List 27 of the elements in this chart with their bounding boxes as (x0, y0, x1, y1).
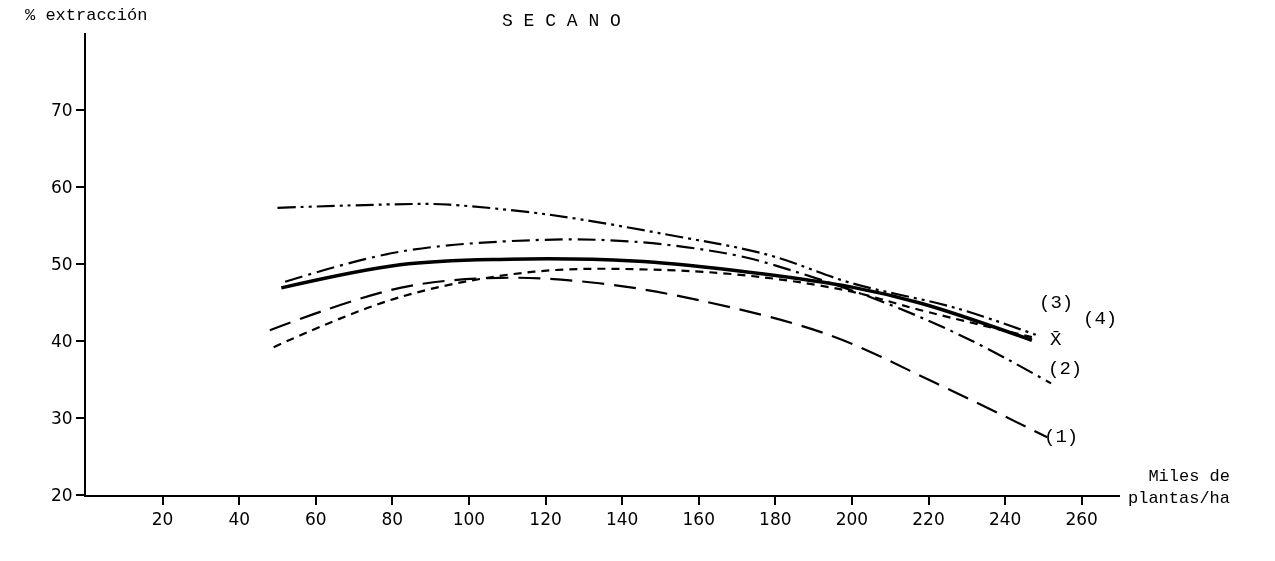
x-tick-label: 80 (381, 509, 404, 530)
x-tick-label: 160 (682, 509, 715, 530)
y-tick-label: 60 (50, 176, 73, 197)
x-tick-label: 100 (452, 509, 486, 530)
y-tick-label: 70 (50, 99, 73, 120)
x-tick-label: 40 (228, 509, 251, 530)
x-tick-label: 180 (759, 509, 792, 530)
chart-title: S E C A N O (502, 11, 621, 31)
series-label: X̄ (1050, 329, 1062, 351)
series-label: (3) (1039, 292, 1074, 314)
x-tick-label: 240 (988, 509, 1022, 530)
y-axis-title: % extracción (25, 6, 148, 25)
y-tick-label: 50 (50, 253, 73, 274)
x-tick-label: 60 (304, 509, 327, 530)
series-label: (1) (1044, 426, 1079, 448)
text: (4) (1083, 308, 1118, 330)
x-tick-label: 120 (529, 509, 562, 530)
x-tick-label: 260 (1065, 509, 1098, 530)
x-tick-label: 140 (605, 509, 639, 530)
y-tick-label: 20 (50, 484, 73, 505)
x-axis-title: Miles de plantas/ha (1128, 467, 1231, 509)
x-tick-label: 20 (151, 509, 174, 530)
y-tick-label: 30 (50, 407, 73, 428)
x-tick-label: 220 (912, 509, 945, 530)
x-tick-label: 200 (835, 509, 869, 530)
y-tick-label: 40 (50, 330, 73, 351)
series-label: (2) (1048, 358, 1083, 380)
